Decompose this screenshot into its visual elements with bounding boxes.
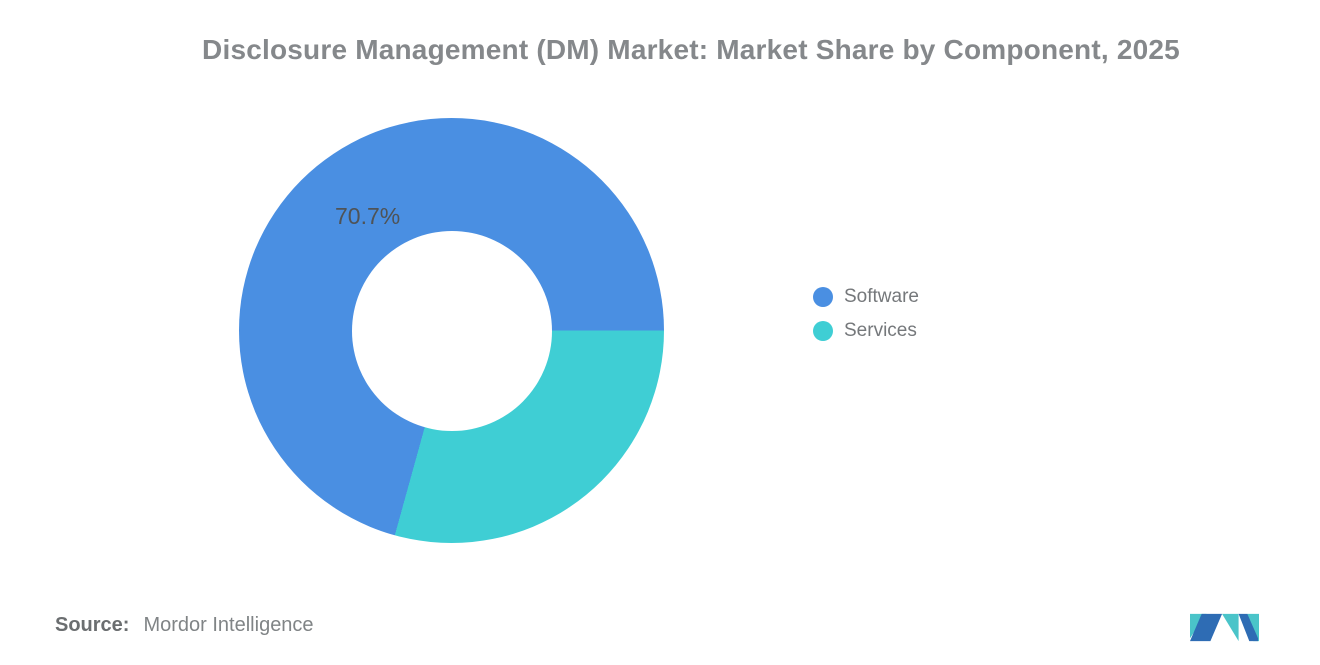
source-label: Source: [55,614,130,636]
chart-title: Disclosure Management (DM) Market: Marke… [202,34,1180,65]
slice-label-software: 70.7% [335,203,401,229]
legend-swatch-services [813,321,833,341]
logo-shape-teal-middle-triangle [1222,613,1239,642]
legend-swatch-software [813,287,833,307]
legend-label-software: Software [844,286,919,307]
source-line: Source: Mordor Intelligence [55,614,314,637]
logo-shape-navy-right-diagonal [1238,613,1259,642]
legend: Software Services [813,287,919,355]
legend-item-software[interactable]: Software [813,287,919,307]
legend-label-services: Services [844,320,917,341]
donut-chart[interactable]: 70.7% [239,118,664,543]
logo-shape-navy-left-diagonal [1190,613,1223,642]
legend-item-services[interactable]: Services [813,321,919,341]
donut-hole [351,230,552,431]
source-value: Mordor Intelligence [143,614,314,636]
mordor-intelligence-logo [1190,613,1259,642]
